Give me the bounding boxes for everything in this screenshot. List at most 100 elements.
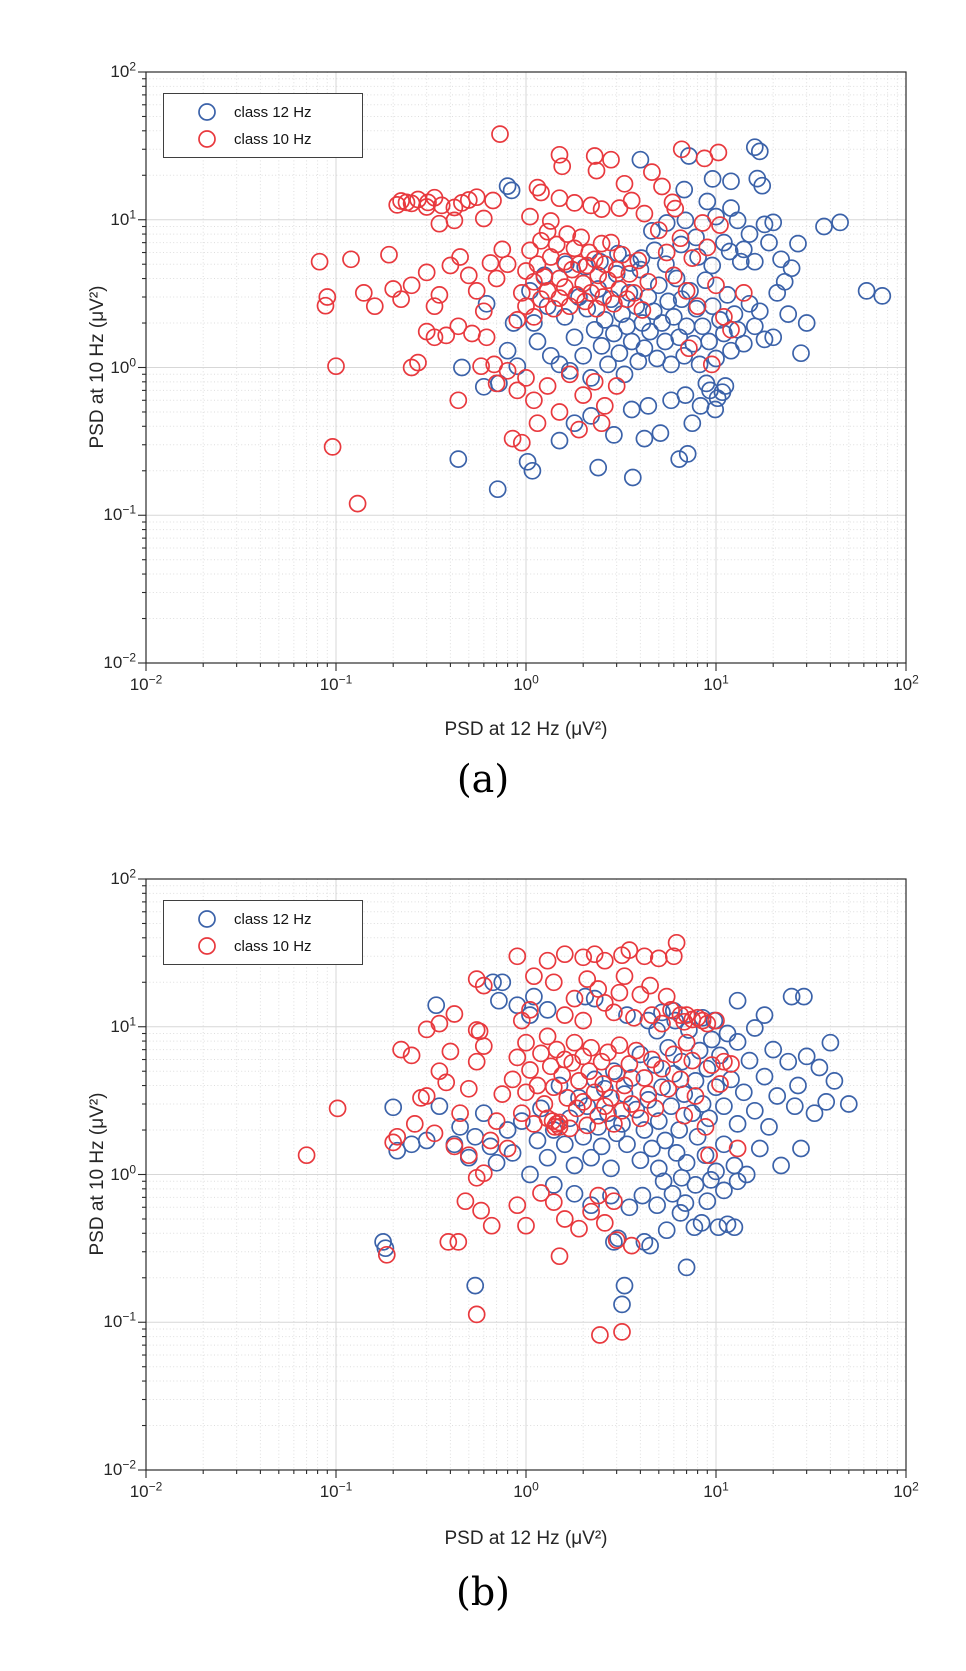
- scatter-point: [316, 296, 335, 315]
- scatter-point: [676, 1194, 695, 1212]
- scatter-point: [631, 260, 650, 279]
- scatter-point: [639, 397, 658, 415]
- scatter-point: [481, 1137, 500, 1156]
- scatter-point: [698, 1059, 717, 1078]
- scatter-point: [792, 344, 810, 363]
- scatter-point: [541, 212, 560, 230]
- scatter-point: [671, 1204, 690, 1222]
- scatter-point: [592, 1052, 611, 1071]
- scatter-point: [430, 1097, 449, 1116]
- scatter-point: [775, 272, 794, 291]
- scatter-point: [654, 1172, 673, 1191]
- scatter-point: [550, 269, 569, 288]
- scatter-point: [657, 1221, 676, 1240]
- scatter-point: [463, 324, 481, 343]
- scatter-point: [653, 1003, 671, 1022]
- scatter-point: [648, 1196, 666, 1215]
- scatter-point: [451, 1118, 469, 1136]
- scatter-point: [683, 1104, 702, 1123]
- scatter-point: [550, 431, 569, 450]
- scatter-point: [613, 1295, 631, 1314]
- legend-item-class-10hz: class 10 Hz: [164, 126, 362, 153]
- scatter-point: [599, 355, 617, 374]
- scatter-point: [662, 1001, 680, 1019]
- scatter-point: [664, 947, 683, 966]
- scatter-point: [560, 297, 579, 316]
- scatter-point: [297, 1146, 316, 1165]
- scatter-point: [528, 332, 547, 351]
- scatter-point: [541, 1057, 560, 1076]
- scatter-point: [555, 308, 574, 326]
- scatter-point: [574, 1093, 593, 1111]
- scatter-point: [709, 1218, 728, 1237]
- scatter-point: [698, 1014, 717, 1033]
- scatter-point: [550, 1113, 569, 1132]
- scatter-point: [715, 233, 733, 252]
- scatter-point: [592, 200, 611, 218]
- scatter-point: [635, 204, 654, 223]
- scatter-point: [342, 250, 360, 269]
- scatter-point: [643, 1139, 661, 1158]
- scatter-point: [439, 1233, 458, 1251]
- scatter-point: [487, 374, 506, 393]
- scatter-point: [707, 1078, 725, 1097]
- scatter-point: [782, 259, 801, 278]
- scatter-point: [538, 951, 557, 970]
- scatter-point: [635, 1121, 654, 1139]
- y-tick-label: 10−1: [103, 502, 136, 525]
- scatter-point: [318, 288, 337, 306]
- scatter-point: [815, 217, 833, 236]
- scatter-point: [380, 245, 398, 264]
- scatter-point: [582, 1202, 600, 1221]
- scatter-point: [750, 302, 769, 321]
- scatter-point: [772, 1156, 790, 1175]
- scatter-point: [646, 1099, 665, 1118]
- scatter-point: [718, 286, 737, 304]
- scatter-point: [578, 970, 597, 988]
- scatter-point: [327, 357, 345, 376]
- scatter-point: [683, 1051, 702, 1070]
- scatter-point: [518, 452, 537, 471]
- scatter-point: [693, 317, 712, 336]
- scatter-point: [755, 1067, 774, 1086]
- scatter-point: [857, 282, 876, 300]
- scatter-point: [365, 297, 384, 316]
- scatter-point: [656, 1131, 675, 1150]
- scatter-point: [664, 1064, 683, 1083]
- scatter-point: [585, 320, 604, 339]
- scatter-point: [508, 1196, 527, 1215]
- scatter-point: [541, 346, 560, 365]
- scatter-point: [487, 1112, 506, 1130]
- legend-item-class-12hz: class 12 Hz: [164, 906, 362, 933]
- x-axis-label-b: PSD at 12 Hz (μV²): [444, 1528, 608, 1549]
- scatter-point: [589, 980, 608, 998]
- scatter-point: [493, 1085, 512, 1103]
- scatter-point: [432, 196, 451, 215]
- scatter-point: [676, 211, 695, 230]
- scatter-point: [572, 228, 590, 247]
- scatter-point: [532, 1099, 550, 1118]
- scatter-point: [470, 1022, 489, 1041]
- scatter-point: [734, 240, 753, 259]
- scatter-point: [508, 381, 527, 400]
- scatter-point: [675, 180, 694, 199]
- scatter-point: [643, 1006, 661, 1024]
- scatter-point: [700, 1146, 718, 1165]
- scatter-point: [550, 145, 569, 164]
- scatter-point: [711, 216, 729, 234]
- scatter-point: [354, 284, 373, 302]
- scatter-point: [728, 1139, 747, 1158]
- scatter-point: [525, 272, 543, 291]
- scatter-point: [502, 181, 521, 200]
- scatter-point: [449, 1233, 468, 1251]
- scatter-point: [543, 1112, 562, 1130]
- scatter-point: [653, 1014, 671, 1033]
- scatter-point: [760, 1118, 778, 1136]
- scatter-point: [592, 234, 611, 253]
- scatter-point: [627, 1100, 646, 1119]
- scatter-point: [348, 494, 367, 513]
- scatter-point: [631, 985, 650, 1004]
- scatter-point: [635, 429, 654, 448]
- scatter-point: [789, 1076, 807, 1095]
- scatter-point: [680, 339, 698, 358]
